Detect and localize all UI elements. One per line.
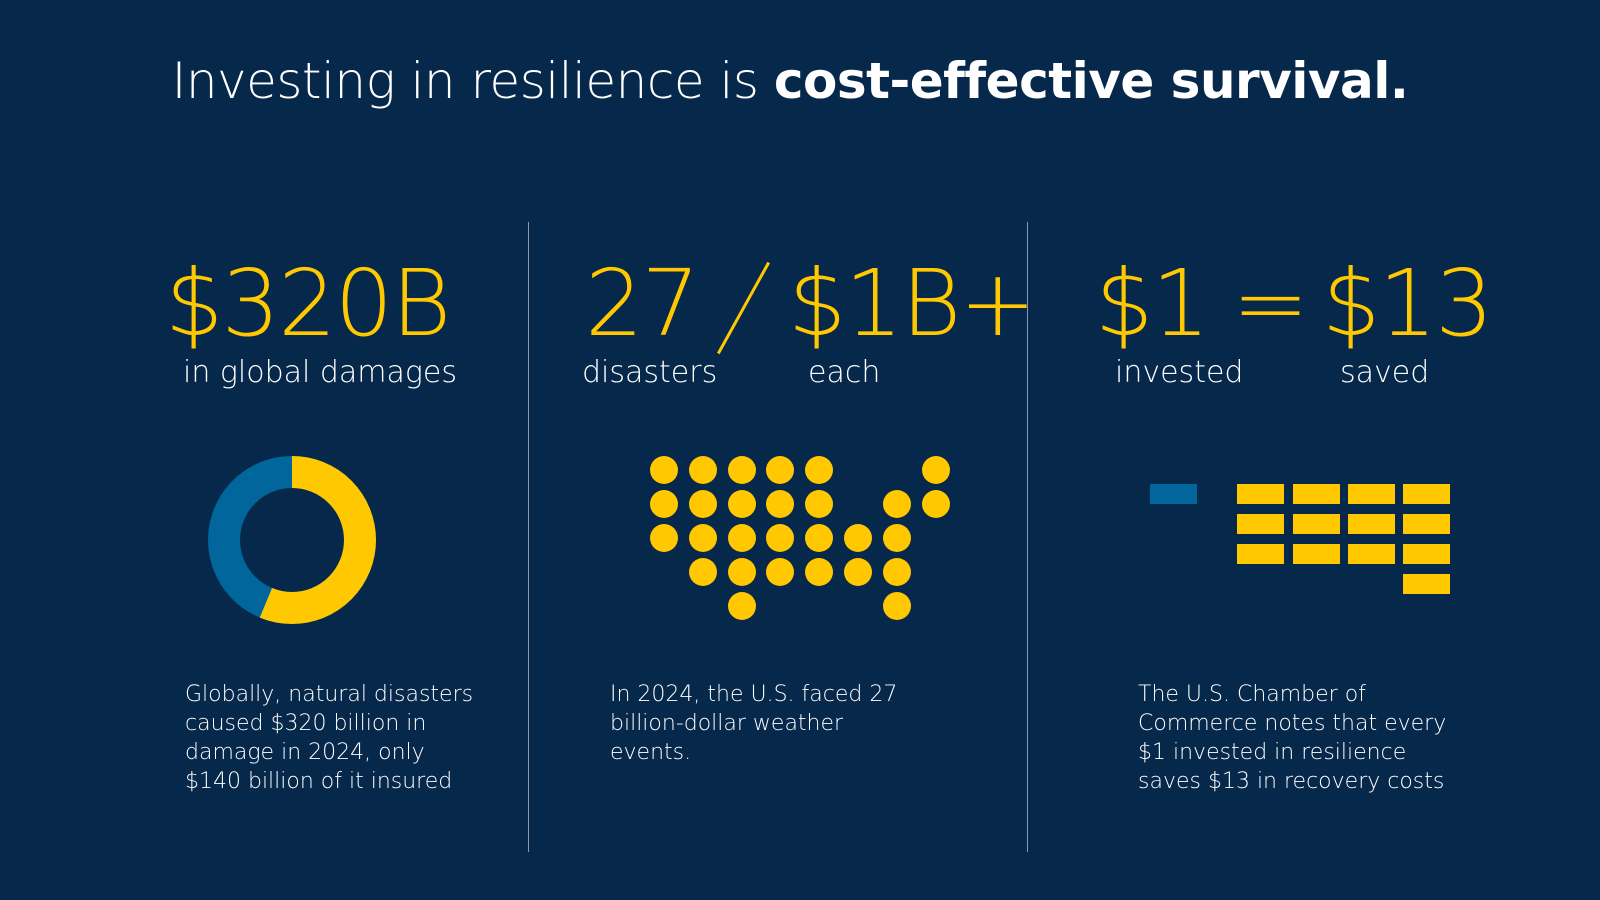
saved-block (1403, 574, 1450, 594)
saved-block (1237, 514, 1284, 534)
damages-stat: $320B (165, 250, 451, 357)
disaster-dot (650, 456, 678, 484)
disaster-dot (805, 558, 833, 586)
saved-block (1403, 484, 1450, 504)
saved-block (1348, 544, 1395, 564)
disaster-dot (650, 490, 678, 518)
disaster-dot (805, 456, 833, 484)
disaster-dot (728, 490, 756, 518)
disaster-dot (883, 490, 911, 518)
invested-label: invested (1115, 355, 1244, 390)
saved-stat: $13 (1322, 250, 1494, 357)
disasters-description: In 2024, the U.S. faced 27 billion-dolla… (610, 682, 898, 765)
disaster-dot (805, 490, 833, 518)
invested-block (1150, 484, 1197, 504)
disaster-dot (728, 456, 756, 484)
disaster-dot (689, 490, 717, 518)
saved-block (1237, 484, 1284, 504)
disaster-dot (805, 524, 833, 552)
disasters-stat: 27 (585, 250, 700, 357)
disaster-dot (883, 524, 911, 552)
disaster-dot (844, 524, 872, 552)
divider (528, 222, 529, 852)
disaster-dot (728, 524, 756, 552)
uninsured-slice (208, 456, 376, 624)
disaster-dot (922, 490, 950, 518)
saved-block (1237, 544, 1284, 564)
each-label: each (808, 355, 881, 390)
disaster-dot (766, 490, 794, 518)
saved-label: saved (1340, 355, 1430, 390)
saved-block (1403, 514, 1450, 534)
divider (1027, 222, 1028, 852)
disaster-dot (883, 592, 911, 620)
damages-description: Globally, natural disasters caused $320 … (185, 682, 474, 794)
disaster-dot (844, 558, 872, 586)
disaster-dot (728, 558, 756, 586)
saved-block (1293, 514, 1340, 534)
disaster-dot (689, 524, 717, 552)
saved-block (1293, 484, 1340, 504)
saved-block (1348, 514, 1395, 534)
disaster-dot (766, 558, 794, 586)
slash-divider (716, 261, 771, 355)
roi-description: The U.S. Chamber of Commerce notes that … (1138, 682, 1447, 794)
disaster-dot (883, 558, 911, 586)
disaster-dot (922, 456, 950, 484)
equals-sign: = (1232, 250, 1309, 357)
saved-block (1348, 484, 1395, 504)
disaster-dot (650, 524, 678, 552)
disaster-dot (689, 558, 717, 586)
damages-label: in global damages (183, 355, 457, 390)
saved-block (1403, 544, 1450, 564)
insured-donut-chart (208, 456, 376, 624)
disaster-dot (766, 524, 794, 552)
disasters-label: disasters (582, 355, 718, 390)
disaster-dot (728, 592, 756, 620)
saved-block (1293, 544, 1340, 564)
invested-stat: $1 (1095, 250, 1210, 357)
cost-each-stat: $1B+ (788, 250, 1036, 357)
disaster-dot (689, 456, 717, 484)
page-title: Investing in resilience is cost-effectiv… (171, 52, 1409, 110)
disaster-dot (766, 456, 794, 484)
